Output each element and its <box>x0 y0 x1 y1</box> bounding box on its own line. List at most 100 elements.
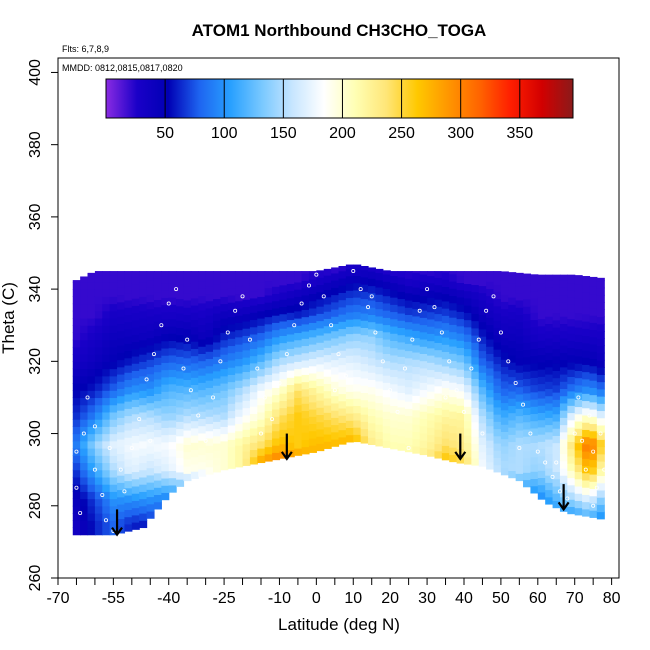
heatmap-cell <box>117 446 126 455</box>
heatmap-cell <box>109 404 118 413</box>
heatmap-cell <box>404 393 413 402</box>
heatmap-cell <box>131 464 140 473</box>
heatmap-cell <box>390 405 399 414</box>
heatmap-cell <box>552 305 561 314</box>
heatmap-cell <box>596 396 605 404</box>
heatmap-cell <box>419 295 428 304</box>
heatmap-cell <box>109 310 118 319</box>
heatmap-cell <box>338 371 347 380</box>
heatmap-cell <box>87 404 96 413</box>
sample-point <box>498 330 503 335</box>
heatmap-cell <box>478 429 487 438</box>
heatmap-cell <box>102 354 111 362</box>
heatmap-cell <box>301 388 310 397</box>
heatmap-cell <box>493 334 502 343</box>
heatmap-cell <box>264 331 273 339</box>
heatmap-cell <box>117 294 126 303</box>
heatmap-cell <box>213 442 221 451</box>
heatmap-cell <box>574 435 583 444</box>
y-tick-label: 300 <box>27 420 44 447</box>
heatmap-cell <box>574 283 583 292</box>
heatmap-cell <box>574 500 583 509</box>
sample-point <box>432 305 437 310</box>
x-axis-label: Latitude (deg N) <box>278 615 400 634</box>
heatmap-cell <box>161 398 170 407</box>
heatmap-cell <box>109 411 118 420</box>
heatmap-cell <box>286 319 295 328</box>
heatmap-cell <box>419 353 428 362</box>
flight-arrow <box>454 433 467 461</box>
heatmap-cell <box>190 341 199 349</box>
heatmap-cell <box>368 267 377 272</box>
heatmap-cell <box>397 312 406 321</box>
heatmap-cell <box>308 445 317 453</box>
heatmap-cell <box>257 404 266 413</box>
heatmap-cell <box>390 434 399 443</box>
heatmap-cell <box>552 392 561 400</box>
heatmap-cell <box>124 299 133 308</box>
heatmap-cell <box>286 341 295 349</box>
heatmap-cell <box>486 403 495 412</box>
heatmap-cell <box>559 337 568 346</box>
heatmap-cell <box>213 385 221 393</box>
heatmap-cell <box>227 417 236 426</box>
heatmap-cell <box>493 305 502 314</box>
heatmap-cell <box>102 491 111 500</box>
heatmap-cell <box>190 435 199 443</box>
heatmap-cell <box>478 393 487 402</box>
heatmap-cell <box>545 460 554 469</box>
heatmap-cell <box>493 312 502 321</box>
heatmap-cell <box>109 498 118 507</box>
heatmap-cell <box>456 361 465 370</box>
heatmap-cell <box>545 287 554 296</box>
heatmap-cell <box>471 356 480 365</box>
heatmap-cell <box>257 325 266 334</box>
heatmap-cell <box>72 397 81 406</box>
heatmap-cell <box>523 371 532 379</box>
heatmap-cell <box>87 390 96 399</box>
heatmap-cell <box>161 376 170 385</box>
heatmap-cell <box>463 413 472 422</box>
heatmap-cell <box>323 361 332 370</box>
heatmap-cell <box>286 355 295 364</box>
heatmap-cell <box>190 333 199 342</box>
heatmap-cell <box>500 431 509 440</box>
heatmap-cell <box>220 455 229 464</box>
heatmap-cell <box>390 427 399 435</box>
sample-point <box>240 294 245 299</box>
heatmap-cell <box>242 414 251 423</box>
heatmap-cell <box>176 421 185 430</box>
heatmap-cell <box>87 426 96 435</box>
heatmap-cell <box>478 401 487 409</box>
heatmap-cell <box>146 272 155 281</box>
heatmap-cell <box>382 281 391 289</box>
heatmap-cell <box>471 271 480 278</box>
heatmap-cell <box>508 376 517 385</box>
heatmap-cell <box>545 467 554 476</box>
heatmap-cell <box>368 437 377 445</box>
heatmap-cell <box>390 304 399 313</box>
heatmap-cell <box>323 296 332 305</box>
heatmap-cell <box>500 467 509 476</box>
heatmap-cell <box>382 367 391 376</box>
heatmap-cell <box>146 482 155 490</box>
heatmap-cell <box>109 455 118 464</box>
heatmap-cell <box>109 346 118 355</box>
heatmap-cell <box>360 305 369 314</box>
heatmap-cell <box>375 308 384 317</box>
heatmap-cell <box>419 324 428 333</box>
sample-point <box>602 467 607 472</box>
heatmap-cell <box>183 357 192 366</box>
heatmap-cell <box>449 317 458 325</box>
heatmap-cell <box>294 404 303 413</box>
heatmap-cell <box>434 342 443 351</box>
heatmap-cell <box>368 285 377 294</box>
heatmap-cell <box>545 496 554 505</box>
heatmap-cell <box>87 440 96 449</box>
heatmap-cell <box>102 527 111 536</box>
heatmap-cell <box>249 370 258 378</box>
heatmap-cell <box>198 317 207 326</box>
heatmap-cell <box>87 346 96 355</box>
heatmap-cell <box>286 384 295 393</box>
heatmap-cell <box>72 520 81 529</box>
